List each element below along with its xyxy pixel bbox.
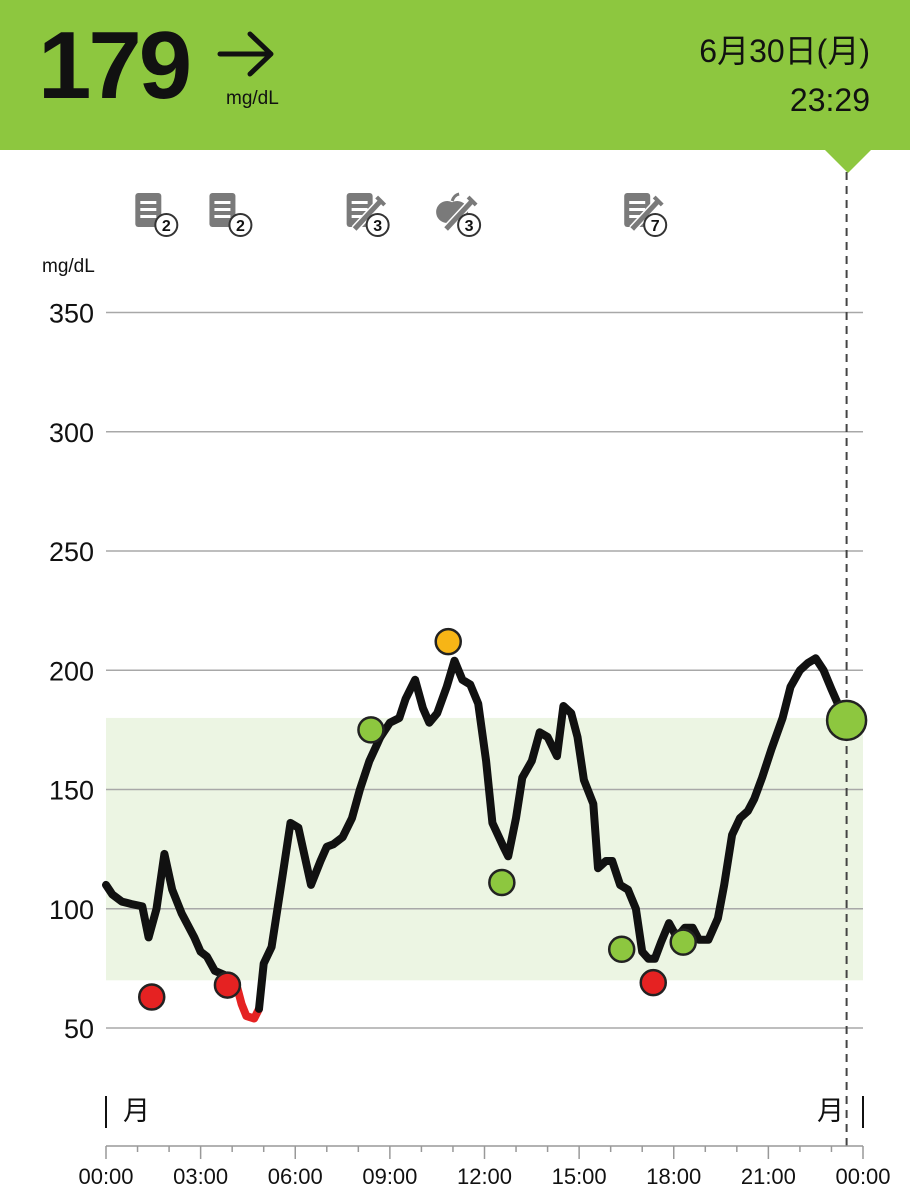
note-line xyxy=(351,208,368,211)
reading-point-low[interactable] xyxy=(639,968,667,997)
glucose-line-low xyxy=(231,976,263,1023)
food-insulin-icon[interactable]: 3 xyxy=(436,192,482,237)
reading-point-high[interactable] xyxy=(434,627,462,656)
syringe-icon xyxy=(352,199,383,231)
current-glucose-value: 179 xyxy=(38,12,192,119)
syringe-icon xyxy=(630,199,661,231)
x-tick-label: 18:00 xyxy=(646,1164,701,1189)
note-line xyxy=(140,201,157,204)
reading-point-in_range[interactable] xyxy=(357,716,385,744)
note-count-badge xyxy=(457,213,482,237)
note-icon[interactable]: 2 xyxy=(209,193,253,237)
x-tick-label: 15:00 xyxy=(552,1164,607,1189)
header-time: 23:29 xyxy=(789,82,870,118)
note-line xyxy=(214,201,231,204)
note-count-label: 2 xyxy=(162,218,171,235)
note-line xyxy=(629,215,646,218)
note-count-label: 2 xyxy=(236,218,245,235)
x-tick-label: 09:00 xyxy=(362,1164,417,1189)
y-tick-label: 300 xyxy=(49,418,94,448)
right-arrow-icon xyxy=(217,31,274,77)
header-date: 6月30日(月) xyxy=(699,33,870,69)
y-tick-label: 250 xyxy=(49,537,94,567)
note-line xyxy=(629,201,646,204)
day-label-end: 月 xyxy=(817,1096,844,1126)
x-tick-label: 03:00 xyxy=(173,1164,228,1189)
reading-point-in_range[interactable] xyxy=(607,935,636,964)
note-count-label: 3 xyxy=(465,218,474,235)
y-tick-label: 150 xyxy=(49,776,94,806)
x-tick-label: 00:00 xyxy=(78,1164,133,1189)
reading-point-low[interactable] xyxy=(137,983,166,1011)
current-reading-point[interactable] xyxy=(825,699,868,742)
note-count-badge xyxy=(228,213,253,237)
note-line xyxy=(629,208,646,211)
note-line xyxy=(351,215,368,218)
y-tick-label: 100 xyxy=(49,895,94,925)
glucose-line xyxy=(255,654,851,1013)
note-line xyxy=(140,215,157,218)
reading-point-in_range[interactable] xyxy=(669,928,697,956)
note-count-badge xyxy=(365,213,390,237)
y-tick-label: 200 xyxy=(49,656,94,686)
note-count-label: 3 xyxy=(373,218,382,235)
glucose-line xyxy=(102,849,240,985)
note-count-badge xyxy=(154,213,179,237)
x-tick-label: 06:00 xyxy=(268,1164,323,1189)
note-line xyxy=(214,215,231,218)
syringe-plunger xyxy=(466,195,478,207)
syringe-plunger xyxy=(652,195,664,207)
y-axis-unit-label: mg/dL xyxy=(42,256,95,277)
note-line xyxy=(140,208,157,211)
note-insulin-icon[interactable]: 7 xyxy=(624,193,668,237)
note-insulin-icon[interactable]: 3 xyxy=(346,193,390,237)
reading-point-low[interactable] xyxy=(213,971,242,999)
note-icon[interactable]: 2 xyxy=(135,193,179,237)
syringe-plunger xyxy=(375,195,387,207)
note-line xyxy=(214,208,231,211)
y-tick-label: 50 xyxy=(64,1014,94,1044)
apple-stem xyxy=(450,192,460,202)
note-count-badge xyxy=(643,213,668,237)
x-tick-label: 21:00 xyxy=(741,1164,796,1189)
syringe-icon xyxy=(444,199,474,231)
x-tick-label: 00:00 xyxy=(835,1164,890,1189)
day-label-start: 月 xyxy=(123,1096,150,1126)
header-bar: 179 mg/dL 6月30日(月) 23:29 xyxy=(0,0,910,150)
note-line xyxy=(351,201,368,204)
note-count-label: 7 xyxy=(651,218,660,235)
glucose-unit: mg/dL xyxy=(226,88,279,109)
y-tick-label: 350 xyxy=(49,299,94,329)
x-tick-label: 12:00 xyxy=(457,1164,512,1189)
reading-point-in_range[interactable] xyxy=(488,868,516,897)
current-time-pointer xyxy=(824,149,872,173)
